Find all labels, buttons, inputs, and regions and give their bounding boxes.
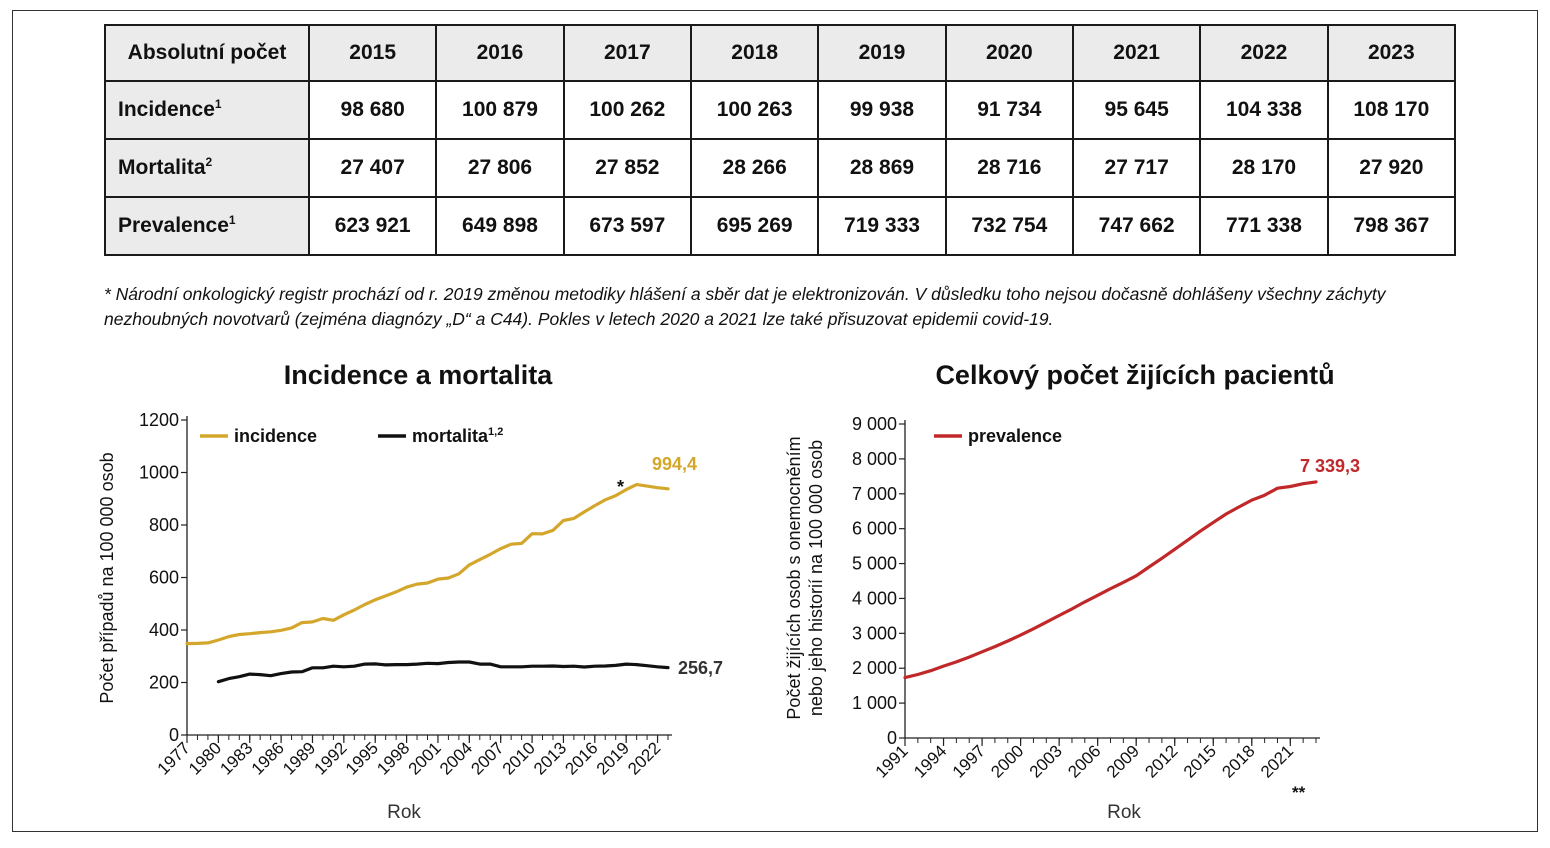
table-cell: 28 266 <box>689 137 820 198</box>
table-cell: 747 662 <box>1071 195 1202 257</box>
table-cell: 732 754 <box>944 195 1074 257</box>
header-cell: 2015 <box>307 24 438 82</box>
table-cell: 695 269 <box>689 195 820 257</box>
table-cell: 95 645 <box>1071 79 1202 140</box>
table-cell: 28 716 <box>944 137 1074 198</box>
header-cell: 2021 <box>1071 24 1202 82</box>
methodology-footnote: * Národní onkologický registr prochází o… <box>104 284 1386 329</box>
table-cell: 91 734 <box>944 79 1074 140</box>
table-cell: 27 920 <box>1326 137 1457 198</box>
table-row-incidence: Incidence1 98 680 100 879 100 262 100 26… <box>104 79 1457 140</box>
chart-title-incidence: Incidence a mortalita <box>283 360 553 390</box>
table-cell: 100 263 <box>689 79 820 140</box>
row-label: Mortalita2 <box>104 137 310 198</box>
header-cell: 2020 <box>944 24 1074 82</box>
header-cell: 2016 <box>435 24 565 82</box>
table-cell: 798 367 <box>1326 195 1457 257</box>
statistics-table: Absolutní počet 2015 2016 2017 2018 2019… <box>104 24 1457 257</box>
table-cell: 771 338 <box>1199 195 1329 257</box>
table-header-row: Absolutní počet 2015 2016 2017 2018 2019… <box>104 24 1457 82</box>
table-cell: 649 898 <box>435 195 565 257</box>
table-cell: 104 338 <box>1199 79 1329 140</box>
table-cell: 673 597 <box>562 195 692 257</box>
header-cell: 2023 <box>1326 24 1457 82</box>
table-cell: 99 938 <box>817 79 947 140</box>
header-cell: 2022 <box>1199 24 1329 82</box>
table-row-prevalence: Prevalence1 623 921 649 898 673 597 695 … <box>104 195 1457 257</box>
table-row-mortalita: Mortalita2 27 407 27 806 27 852 28 266 2… <box>104 137 1457 198</box>
table-cell: 28 170 <box>1199 137 1329 198</box>
table-cell: 27 806 <box>435 137 565 198</box>
row-label: Incidence1 <box>104 79 310 140</box>
table-cell: 623 921 <box>307 195 438 257</box>
figure-frame <box>12 10 1538 832</box>
table-cell: 98 680 <box>307 79 438 140</box>
header-cell: 2018 <box>689 24 820 82</box>
header-cell: 2019 <box>817 24 947 82</box>
row-label: Prevalence1 <box>104 195 310 257</box>
chart-title-prevalence: Celkový počet žijících pacientů <box>935 360 1335 390</box>
table-cell: 108 170 <box>1326 79 1457 140</box>
table-cell: 719 333 <box>817 195 947 257</box>
table-cell: 28 869 <box>817 137 947 198</box>
table-cell: 27 852 <box>562 137 692 198</box>
table-cell: 27 717 <box>1071 137 1202 198</box>
table-cell: 100 879 <box>435 79 565 140</box>
header-cell: Absolutní počet <box>104 24 310 82</box>
header-cell: 2017 <box>562 24 692 82</box>
table-cell: 100 262 <box>562 79 692 140</box>
table-cell: 27 407 <box>307 137 438 198</box>
